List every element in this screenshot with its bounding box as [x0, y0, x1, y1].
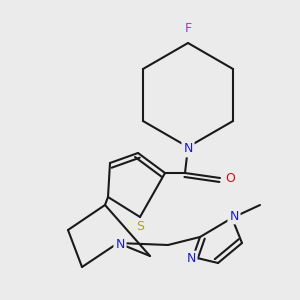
Text: N: N: [186, 253, 196, 266]
Text: F: F: [184, 22, 192, 35]
Text: N: N: [229, 209, 239, 223]
Text: N: N: [183, 142, 193, 155]
Text: O: O: [225, 172, 235, 184]
Text: N: N: [115, 238, 125, 251]
Text: S: S: [136, 220, 144, 233]
